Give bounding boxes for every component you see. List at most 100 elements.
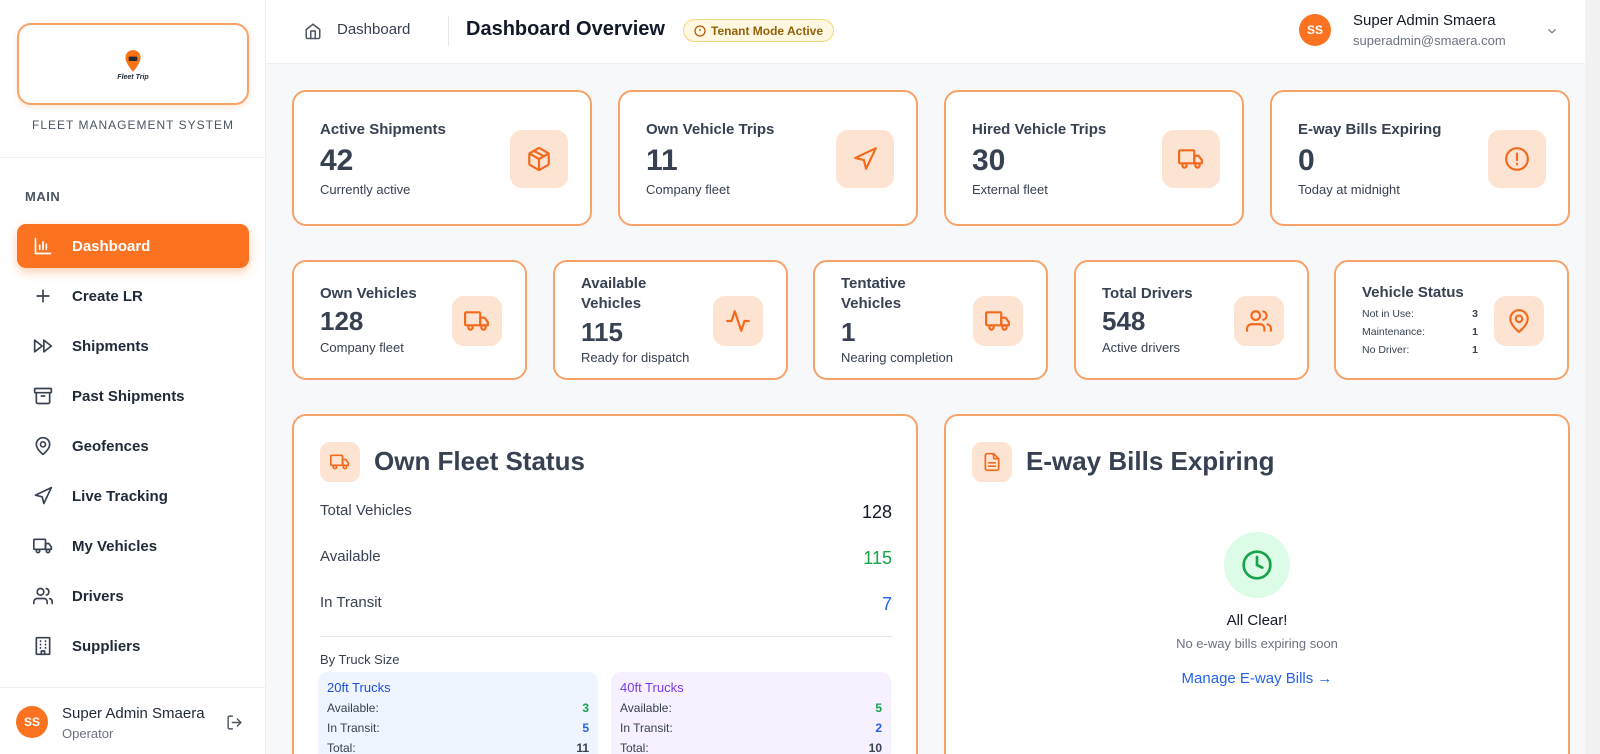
stat-subtitle: Company fleet	[320, 340, 404, 355]
logo-pin-icon	[125, 49, 141, 72]
page-title: Dashboard Overview	[466, 18, 665, 40]
sidebar-item-label: Create LR	[72, 287, 143, 305]
stat-card[interactable]: Tentative Vehicles 1 Nearing completion	[813, 260, 1048, 380]
truck-icon	[33, 538, 53, 554]
stat-card[interactable]: E-way Bills Expiring 0 Today at midnight	[1270, 90, 1570, 226]
stat-card[interactable]: Own Vehicles 128 Company fleet	[292, 260, 527, 380]
stat-subtitle: Ready for dispatch	[581, 350, 690, 365]
size-title: 20ft Trucks	[327, 680, 391, 695]
sidebar-item-label: Past Shipments	[72, 387, 185, 405]
size-row: Total: 11	[327, 741, 589, 754]
stat-card[interactable]: Total Drivers 548 Active drivers	[1074, 260, 1309, 380]
size-label: In Transit:	[620, 721, 673, 735]
size-row: Available: 5	[620, 701, 882, 721]
size-row: Available: 3	[327, 701, 589, 721]
stat-card[interactable]: Hired Vehicle Trips 30 External fleet	[944, 90, 1244, 226]
truck-icon	[330, 454, 350, 470]
avatar[interactable]: SS	[16, 706, 48, 738]
users-icon	[33, 587, 53, 605]
activity-icon	[726, 310, 750, 332]
logo: Fleet Trip	[117, 48, 149, 81]
stat-icon-tile	[713, 296, 763, 346]
sidebar-item-past-shipments[interactable]: Past Shipments	[17, 374, 249, 418]
stat-card[interactable]: Own Vehicle Trips 11 Company fleet	[618, 90, 918, 226]
stat-icon-tile	[452, 296, 502, 346]
logo-text: Fleet Trip	[117, 73, 149, 81]
truck-icon	[33, 536, 53, 556]
stat-card[interactable]: Available Vehicles 115 Ready for dispatch	[553, 260, 788, 380]
vehicle-status-title: Vehicle Status	[1362, 284, 1464, 301]
manage-eway-link[interactable]: Manage E-way Bills →	[1181, 670, 1333, 687]
stat-value: 1	[841, 317, 856, 347]
sidebar-item-dashboard[interactable]: Dashboard	[17, 224, 249, 268]
building-icon	[33, 636, 53, 656]
divider	[0, 157, 266, 158]
home-icon[interactable]	[304, 22, 322, 40]
chevron-down-icon[interactable]	[1545, 24, 1559, 38]
stat-title: Total Drivers	[1102, 285, 1193, 302]
fleet-row: Total Vehicles 128	[320, 502, 892, 523]
topbar: Dashboard Dashboard Overview Tenant Mode…	[266, 0, 1600, 64]
size-value: 5	[582, 721, 589, 735]
fleet-row-label: In Transit	[320, 594, 382, 611]
truck-icon-tile	[320, 442, 360, 482]
stat-title: Tentative Vehicles	[841, 275, 906, 312]
sidebar-item-my-vehicles[interactable]: My Vehicles	[17, 524, 249, 568]
by-size-label: By Truck Size	[320, 652, 400, 667]
sidebar-item-live-tracking[interactable]: Live Tracking	[17, 474, 249, 518]
user-role: Operator	[62, 726, 114, 741]
size-label: Total:	[620, 741, 649, 754]
breadcrumb[interactable]: Dashboard	[337, 21, 411, 38]
file-text-icon-tile	[972, 442, 1012, 482]
stat-icon-tile	[1162, 130, 1220, 188]
sidebar-item-label: Suppliers	[72, 637, 141, 655]
size-row: Total: 10	[620, 741, 882, 754]
status-value: 3	[1472, 308, 1478, 320]
user-name: Super Admin Smaera	[62, 705, 205, 722]
navigation-icon	[34, 486, 53, 505]
vehicle-status-card[interactable]: Vehicle Status Not in Use: 3 Maintenance:…	[1334, 260, 1569, 380]
archive-icon	[33, 387, 53, 405]
sidebar-item-suppliers[interactable]: Suppliers	[17, 624, 249, 668]
sidebar-item-geofences[interactable]: Geofences	[17, 424, 249, 468]
empty-title: All Clear!	[1226, 612, 1288, 629]
size-value: 2	[875, 721, 882, 735]
status-value: 1	[1472, 344, 1478, 356]
stat-subtitle: Today at midnight	[1298, 182, 1400, 197]
stat-value: 115	[581, 317, 623, 347]
stat-value: 11	[646, 144, 678, 177]
stat-icon-tile	[510, 130, 568, 188]
avatar[interactable]: SS	[1299, 14, 1331, 46]
user-email: superadmin@smaera.com	[1353, 33, 1506, 48]
empty-subtitle: No e-way bills expiring soon	[1176, 636, 1338, 651]
stat-title: Active Shipments	[320, 121, 446, 138]
stat-value: 0	[1298, 144, 1315, 177]
fleet-row: Available 115	[320, 548, 892, 569]
sidebar-item-create-lr[interactable]: Create LR	[17, 274, 249, 318]
stat-card[interactable]: Active Shipments 42 Currently active	[292, 90, 592, 226]
size-title: 40ft Trucks	[620, 680, 684, 695]
stat-subtitle: External fleet	[972, 182, 1048, 197]
stat-icon-tile	[973, 296, 1023, 346]
scrollbar-track[interactable]	[1585, 0, 1600, 754]
truck-icon	[464, 311, 489, 331]
section-label-main: MAIN	[25, 189, 61, 204]
sidebar-item-drivers[interactable]: Drivers	[17, 574, 249, 618]
logo-card[interactable]: Fleet Trip	[17, 23, 249, 105]
truck-icon	[985, 311, 1010, 331]
size-card-20ft[interactable]: 20ft Trucks Available: 3 In Transit: 5 Tot…	[318, 672, 598, 754]
size-label: Available:	[620, 701, 672, 715]
size-card-40ft[interactable]: 40ft Trucks Available: 5 In Transit: 2 Tot…	[611, 672, 891, 754]
divider	[320, 636, 892, 637]
status-row: Not in Use: 3	[1362, 308, 1478, 326]
status-row: Maintenance: 1	[1362, 326, 1478, 344]
sidebar-item-label: Live Tracking	[72, 487, 168, 505]
user-name: Super Admin Smaera	[1353, 12, 1496, 29]
stat-title: Available Vehicles	[581, 275, 647, 312]
file-text-icon	[984, 452, 1000, 472]
logout-icon[interactable]	[226, 714, 243, 731]
fleet-title: Own Fleet Status	[374, 446, 585, 476]
stat-value: 42	[320, 144, 354, 177]
sidebar-item-shipments[interactable]: Shipments	[17, 324, 249, 368]
map-pin-icon-tile	[1494, 296, 1544, 346]
